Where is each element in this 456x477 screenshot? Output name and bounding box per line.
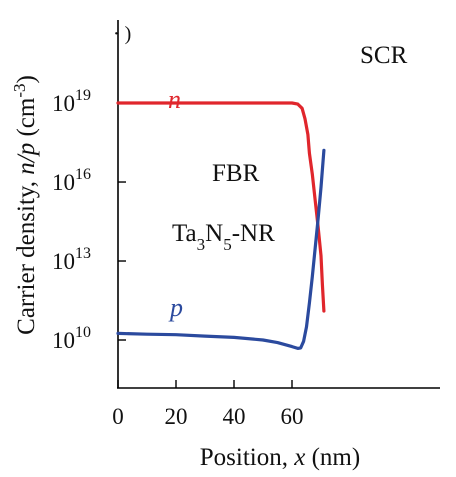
x-ticks: 0 20 40 60 [112,380,304,429]
series-label-p: p [168,293,183,322]
annotation-scr: SCR [360,42,408,69]
y-tick-label-base: 10 [52,91,75,116]
series-line-p [116,148,326,350]
x-axis-label-unit: (nm) [305,444,360,471]
annotation-material: Ta3N5-NR [172,220,275,254]
y-tick-label-16: 1016 [52,166,91,195]
y-axis-label-unit: (cm [13,97,40,143]
y-tick-label-exp: 13 [75,245,91,262]
y-tick-label-exp: 10 [75,324,91,341]
y-tick-label-10: 1010 [52,324,91,353]
annotation-fbr: FBR [212,160,260,187]
y-tick-label-exp: 19 [75,87,91,104]
y-axis-label-var: n/p [13,143,40,175]
material-sub-3: 3 [197,235,206,254]
x-axis-label: Position, x (nm) [200,444,360,471]
series-layer [116,101,326,350]
y-axis-label: Carrier density, n/p (cm-3) [10,75,40,335]
y-axis-label-close: ) [13,75,40,83]
x-tick-label-20: 20 [165,404,188,429]
series-label-n: n [168,85,181,114]
y-axis-label-exp: -3 [10,83,29,97]
material-suffix: -NR [232,220,275,247]
x-axis-label-main: Position, [200,444,294,471]
material-ta: Ta [172,220,197,247]
x-tick-label-0: 0 [112,404,124,429]
y-tick-label-base: 10 [52,170,75,195]
material-sub-5: 5 [223,235,232,254]
y-axis-label-main: Carrier density, [13,175,40,335]
y-tick-label-19: 1019 [52,87,91,116]
y-tick-label-base: 10 [52,249,75,274]
x-tick-label-40: 40 [223,404,246,429]
axes [117,20,440,389]
y-tick-label-exp: 16 [75,166,91,183]
clipped-top-text: · ) [113,23,131,45]
y-tick-label-13: 1013 [52,245,91,274]
series-line-n [116,101,326,313]
y-tick-label-base: 10 [52,328,75,353]
x-axis-label-var: x [293,444,305,471]
x-tick-label-60: 60 [281,404,304,429]
material-n: N [205,220,223,247]
